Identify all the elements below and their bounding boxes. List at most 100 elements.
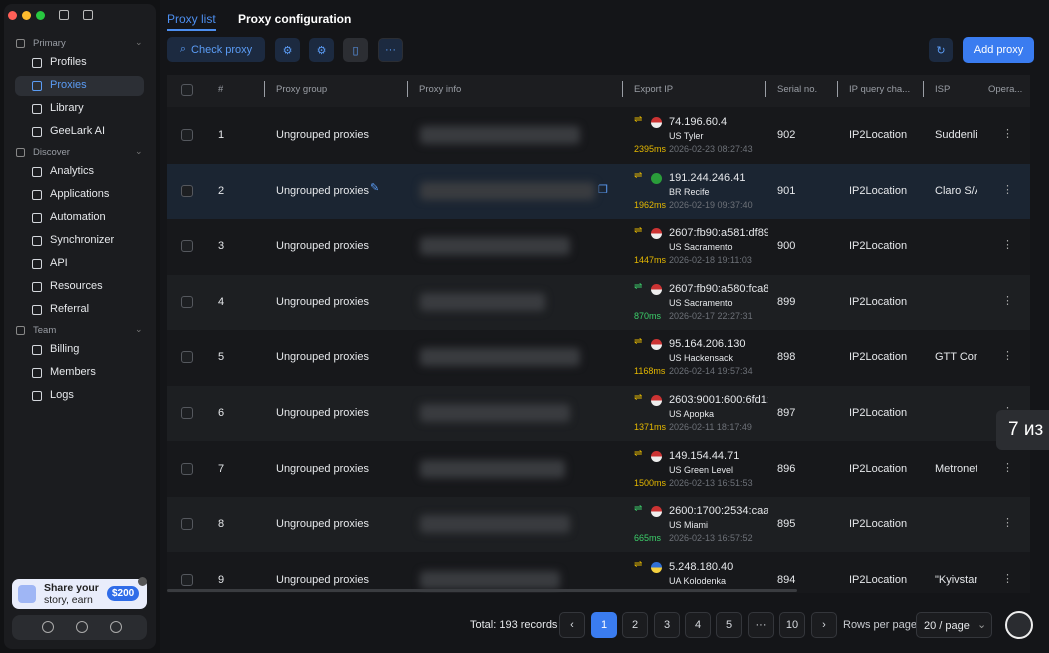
- section-icon: [16, 326, 25, 335]
- page-button[interactable]: 5: [716, 612, 742, 638]
- check-date: 2026-02-14 19:57:34: [669, 366, 753, 377]
- checkbox[interactable]: [181, 407, 193, 419]
- nav-item[interactable]: Automation: [50, 211, 106, 223]
- page-button[interactable]: 4: [685, 612, 711, 638]
- table-row[interactable]: 9 Ungrouped proxies ⇌ 5.248.180.40 UA Kolode…: [167, 552, 1030, 593]
- nav-item[interactable]: API: [50, 257, 68, 269]
- more-button[interactable]: ⋮: [1002, 128, 1013, 140]
- nav-icon: [32, 127, 42, 137]
- page-button[interactable]: 3: [654, 612, 680, 638]
- table-row[interactable]: 7 Ungrouped proxies ⇌ 149.154.44.71 US Green…: [167, 441, 1030, 497]
- transfer-icon: ⇌: [634, 280, 643, 292]
- prev[interactable]: ‹: [559, 612, 585, 638]
- nav-item[interactable]: Proxies: [50, 79, 87, 91]
- overlay: 7 из: [996, 410, 1049, 450]
- serial: 902: [777, 129, 796, 141]
- checkbox[interactable]: [181, 129, 193, 141]
- column-divider: [765, 81, 766, 97]
- more-button[interactable]: ⋮: [1002, 183, 1013, 196]
- column-divider: [622, 81, 623, 97]
- nav-item[interactable]: Logs: [50, 389, 74, 401]
- next[interactable]: ›: [811, 612, 837, 638]
- page-size: 20 / page: [924, 620, 970, 632]
- page-button[interactable]: 10: [779, 612, 805, 638]
- check-proxy-button[interactable]: ⌕ Check proxy: [167, 37, 265, 62]
- refresh-button[interactable]: ↻: [929, 38, 953, 62]
- window-dot: [8, 11, 17, 20]
- tab[interactable]: Proxy list: [167, 12, 216, 26]
- checkbox[interactable]: [181, 518, 193, 531]
- page-button[interactable]: ···: [748, 612, 774, 638]
- transfer-icon: ⇌: [634, 114, 643, 125]
- assistant-logo[interactable]: [1005, 611, 1033, 639]
- more-button[interactable]: ⋮: [1002, 461, 1013, 474]
- icon-button[interactable]: ···: [378, 38, 403, 62]
- checkbox[interactable]: [181, 184, 193, 197]
- more-button[interactable]: ⋮: [1002, 239, 1013, 252]
- checkbox[interactable]: [181, 240, 193, 253]
- nav-item[interactable]: Referral: [50, 303, 90, 315]
- nav-item[interactable]: GeeLark AI: [50, 125, 106, 137]
- cell-group: Ungrouped proxies: [276, 295, 369, 308]
- serial: 900: [777, 240, 796, 253]
- column-header: Opera...: [988, 84, 1022, 95]
- flag: [651, 117, 662, 128]
- nav-icon: [32, 236, 42, 246]
- tab[interactable]: Proxy configuration: [238, 12, 352, 26]
- nav-item[interactable]: Profiles: [50, 56, 87, 68]
- serial: 899: [777, 295, 796, 308]
- nav-item[interactable]: Analytics: [50, 165, 95, 177]
- nav-item[interactable]: Applications: [50, 188, 110, 200]
- nav-item[interactable]: Members: [50, 366, 96, 378]
- ip-query: IP2Location: [849, 240, 908, 253]
- table-row[interactable]: 5 Ungrouped proxies ⇌ 95.164.206.130 US Hack…: [167, 330, 1030, 386]
- page-size-select[interactable]: 20 / page ⌄: [916, 612, 992, 638]
- checkbox[interactable]: [181, 295, 193, 308]
- icon-button[interactable]: ⚙: [309, 38, 334, 62]
- checkbox[interactable]: [181, 462, 193, 475]
- promo-amount[interactable]: $200: [107, 586, 140, 601]
- nav-icon: [32, 167, 42, 177]
- serial: 901: [777, 184, 796, 197]
- nav-item[interactable]: Resources: [50, 280, 103, 292]
- checkbox[interactable]: [181, 573, 193, 586]
- latency: 1962ms: [634, 199, 667, 210]
- icon-button[interactable]: ⚙: [275, 38, 300, 62]
- ip-query: IP2Location: [849, 295, 908, 308]
- export-ip: 191.244.246.41: [669, 171, 746, 184]
- icon-button[interactable]: ▯: [343, 38, 368, 62]
- table-row[interactable]: 1 Ungrouped proxies ⇌ 74.196.60.4 US Tyler 23…: [167, 108, 1030, 163]
- page-button[interactable]: 1: [591, 612, 617, 638]
- page-button[interactable]: 2: [622, 612, 648, 638]
- checkbox[interactable]: [181, 84, 193, 96]
- table-row[interactable]: 4 Ungrouped proxies ⇌ 2607:fb90:a580:fca8: U…: [167, 274, 1030, 330]
- more-button[interactable]: ⋮: [1002, 572, 1013, 585]
- add-proxy-button[interactable]: Add proxy: [963, 37, 1034, 63]
- latency: 1168ms: [634, 366, 666, 377]
- checkbox[interactable]: [181, 351, 193, 364]
- check-date: 2026-02-13 16:57:52: [669, 533, 753, 544]
- check-date: 2026-02-23 08:27:43: [669, 144, 753, 154]
- more-button[interactable]: ⋮: [1002, 294, 1013, 307]
- nav-item[interactable]: Library: [50, 102, 84, 114]
- transfer-icon: ⇌: [634, 447, 643, 459]
- chevron: ⌄: [135, 37, 143, 47]
- table-row[interactable]: 2 Ungrouped proxies ✎ ❐ ⇌ 191.244.246.41 BR Re…: [167, 163, 1030, 219]
- export-ip: 95.164.206.130: [669, 338, 746, 351]
- table-row[interactable]: 6 Ungrouped proxies ⇌ 2603:9001:600:6fd1: US…: [167, 386, 1030, 441]
- ip-query: IP2Location: [849, 573, 908, 586]
- serial: 896: [777, 462, 796, 475]
- more-button[interactable]: ⋮: [1002, 350, 1013, 363]
- promo-text: Share your: [44, 582, 99, 594]
- nav-item[interactable]: Billing: [50, 343, 80, 355]
- table-row[interactable]: 8 Ungrouped proxies ⇌ 2600:1700:2534:caa0 US…: [167, 497, 1030, 553]
- check-date: 2026-02-13 16:51:53: [669, 477, 753, 488]
- cell-number: 3: [218, 240, 225, 253]
- more-button[interactable]: ⋮: [1002, 517, 1013, 530]
- header-bg: [167, 75, 1030, 107]
- nav-item[interactable]: Synchronizer: [50, 234, 115, 246]
- table-row[interactable]: 3 Ungrouped proxies ⇌ 2607:fb90:a581:df89 US…: [167, 219, 1030, 275]
- promo-icon: [18, 585, 36, 603]
- flag: [651, 395, 662, 406]
